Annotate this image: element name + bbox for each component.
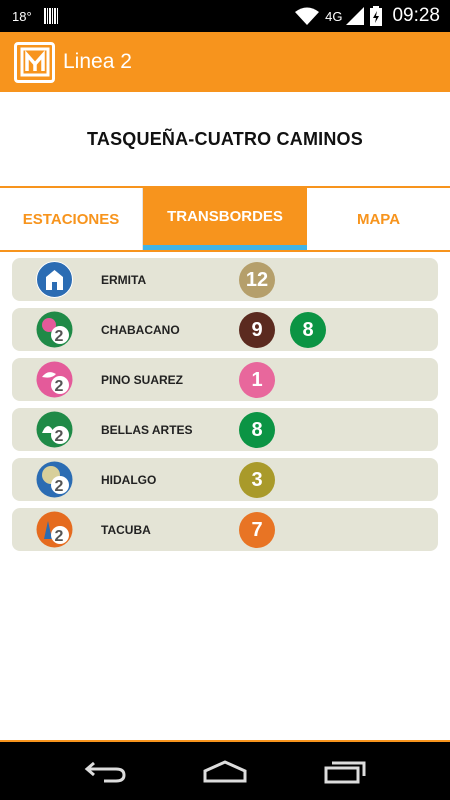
svg-text:2: 2 (55, 378, 64, 395)
recent-apps-icon[interactable] (318, 751, 370, 791)
line-badge[interactable]: 8 (290, 312, 326, 348)
tacuba-station-icon: 2 (36, 511, 73, 548)
battery-icon (370, 6, 383, 26)
line-badge[interactable]: 8 (239, 412, 275, 448)
barcode-icon (43, 8, 58, 24)
network-type-label: 4G (325, 8, 343, 24)
station-row-bellas-artes[interactable]: 2 BELLAS ARTES 8 (12, 408, 438, 451)
svg-text:2: 2 (55, 528, 64, 545)
tab-transbordes[interactable]: TRANSBORDES (143, 188, 307, 250)
station-name: ERMITA (101, 272, 147, 287)
station-name: PINO SUAREZ (101, 372, 184, 387)
tab-estaciones[interactable]: ESTACIONES (0, 188, 143, 250)
tab-bar: ESTACIONES TRANSBORDES MAPA (0, 186, 450, 252)
tab-mapa[interactable]: MAPA (356, 210, 401, 228)
pino-suarez-station-icon: 2 (36, 361, 73, 398)
metro-logo-icon[interactable] (14, 41, 55, 83)
svg-text:2: 2 (55, 478, 64, 495)
status-temperature: 18° (12, 8, 32, 24)
station-row-ermita[interactable]: ERMITA 12 (12, 258, 438, 301)
line-badge[interactable]: 12 (239, 262, 275, 298)
hidalgo-station-icon: 2 (36, 461, 73, 498)
app-bar: Linea 2 (0, 32, 450, 92)
app-title: Linea 2 (63, 50, 132, 73)
station-name: BELLAS ARTES (101, 422, 193, 437)
route-title: TASQUEÑA-CUATRO CAMINOS (87, 128, 363, 149)
station-name: CHABACANO (101, 322, 180, 337)
status-time: 09:28 (392, 5, 440, 26)
station-row-chabacano[interactable]: 2 CHABACANO 9 8 (12, 308, 438, 351)
signal-icon (346, 7, 365, 25)
back-icon[interactable] (80, 751, 132, 791)
station-list: ERMITA 12 2 CHABACANO 9 8 2 PINO SUAREZ … (12, 258, 438, 558)
station-name: HIDALGO (101, 472, 157, 487)
home-icon[interactable] (199, 751, 251, 791)
line-badge[interactable]: 3 (239, 462, 275, 498)
svg-text:2: 2 (55, 428, 64, 445)
line-badge[interactable]: 1 (239, 362, 275, 398)
status-bar: 18° 4G 09:28 (0, 0, 450, 32)
line-badge[interactable]: 7 (239, 512, 275, 548)
svg-text:2: 2 (55, 328, 64, 345)
navigation-bar (0, 740, 450, 800)
station-name: TACUBA (101, 522, 151, 537)
chabacano-station-icon: 2 (36, 311, 73, 348)
line-badge[interactable]: 9 (239, 312, 275, 348)
station-row-hidalgo[interactable]: 2 HIDALGO 3 (12, 458, 438, 501)
station-row-tacuba[interactable]: 2 TACUBA 7 (12, 508, 438, 551)
wifi-icon (295, 7, 320, 25)
bellas-artes-station-icon: 2 (36, 411, 73, 448)
ermita-station-icon (36, 261, 73, 298)
station-row-pino-suarez[interactable]: 2 PINO SUAREZ 1 (12, 358, 438, 401)
